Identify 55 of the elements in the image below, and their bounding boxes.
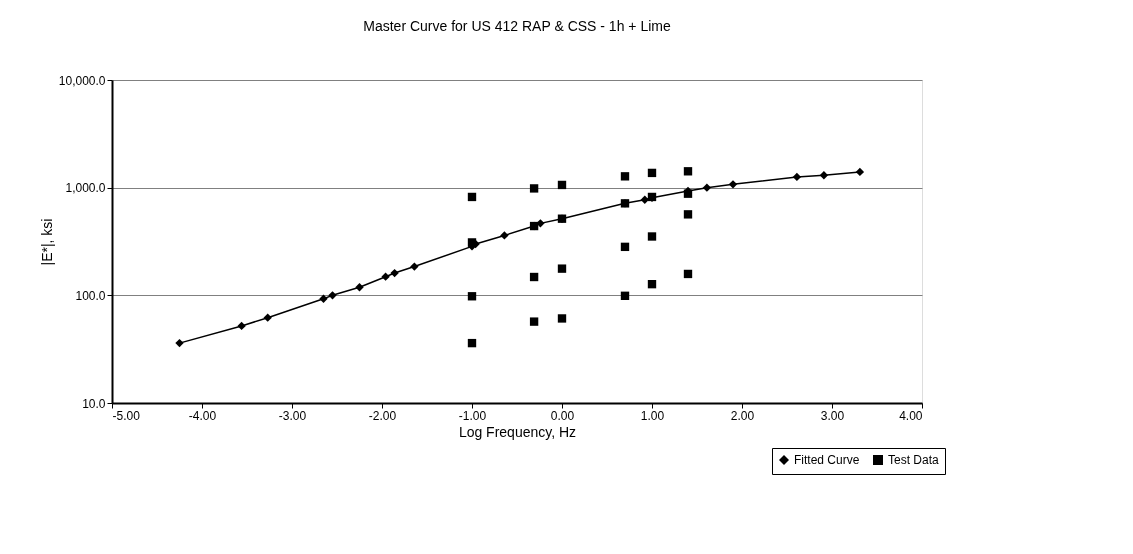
point bbox=[263, 313, 272, 322]
point bbox=[557, 180, 567, 190]
x-tick-label: -3.00 bbox=[278, 408, 307, 423]
point bbox=[529, 272, 539, 282]
legend-label: Test Data bbox=[888, 453, 940, 467]
x-tick-label: -4.00 bbox=[188, 408, 217, 423]
point bbox=[620, 242, 630, 252]
x-tick-label: -2.00 bbox=[368, 408, 397, 423]
point bbox=[390, 268, 399, 278]
chart-title: Master Curve for US 412 RAP & CSS - 1h + Lime bbox=[363, 18, 671, 34]
point bbox=[620, 291, 630, 300]
y-tick-label: 100.0 bbox=[75, 288, 106, 303]
x-tick-label: -5.00 bbox=[112, 408, 141, 423]
point bbox=[647, 168, 657, 178]
point bbox=[381, 272, 390, 281]
x-axis-title: Log Frequency, Hz bbox=[458, 423, 577, 440]
x-tick-label: 3.00 bbox=[820, 408, 845, 423]
point bbox=[557, 264, 567, 273]
y-tick-label: 10.0 bbox=[82, 396, 106, 411]
point bbox=[500, 231, 509, 240]
point bbox=[529, 317, 539, 326]
x-tick-label: 1.00 bbox=[640, 408, 665, 423]
point bbox=[237, 321, 246, 331]
x-tick-label: 2.00 bbox=[730, 408, 755, 423]
point bbox=[640, 195, 649, 204]
y-tick-label: 1,000.0 bbox=[65, 181, 106, 196]
x-tick-label: 0.00 bbox=[550, 408, 575, 423]
point bbox=[683, 210, 693, 219]
x-tick-label: 4.00 bbox=[899, 408, 923, 423]
point bbox=[328, 291, 337, 300]
y-tick-label: 10,000.0 bbox=[58, 73, 106, 88]
point bbox=[175, 338, 184, 348]
point bbox=[647, 279, 657, 289]
point bbox=[529, 184, 539, 193]
point bbox=[683, 269, 693, 279]
point bbox=[792, 172, 802, 182]
point bbox=[410, 262, 419, 271]
point bbox=[467, 238, 477, 247]
point bbox=[355, 283, 364, 292]
point bbox=[819, 171, 829, 180]
x-tick-label: -1.00 bbox=[458, 408, 487, 423]
legend-label: Fitted Curve bbox=[794, 453, 860, 467]
point bbox=[467, 192, 477, 202]
point bbox=[557, 314, 567, 323]
point bbox=[647, 232, 657, 241]
point bbox=[319, 294, 328, 303]
point bbox=[620, 172, 630, 181]
point bbox=[702, 183, 712, 192]
point bbox=[683, 167, 693, 176]
point bbox=[728, 180, 738, 189]
point bbox=[536, 219, 545, 228]
point bbox=[467, 338, 477, 348]
y-axis-title: |E*|, ksi bbox=[38, 218, 55, 266]
point bbox=[855, 167, 865, 177]
point bbox=[467, 292, 477, 301]
